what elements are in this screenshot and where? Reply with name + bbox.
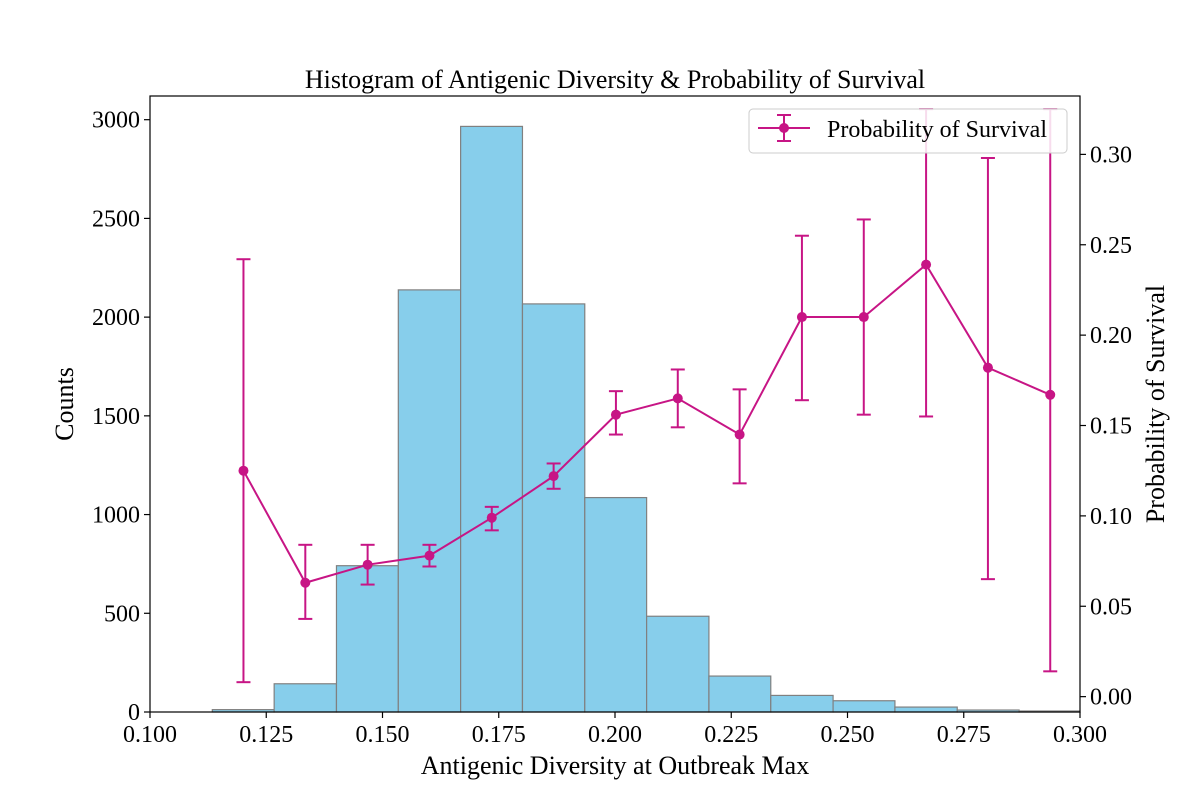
legend-box: [748, 108, 1068, 154]
y-right-tick-label: 0.30: [1090, 142, 1132, 168]
y-left-tick-label: 1500: [92, 404, 140, 430]
y-right-tick-label: 0.15: [1090, 414, 1132, 440]
data-point: [672, 393, 683, 404]
data-point: [796, 312, 807, 323]
data-point: [982, 362, 993, 373]
x-tick-label: 0.175: [472, 722, 526, 748]
y-right-tick-label: 0.20: [1090, 323, 1132, 349]
y-left-tick-label: 1000: [92, 503, 140, 529]
histogram-bar: [894, 706, 958, 713]
data-point: [486, 512, 497, 523]
x-axis-label: Antigenic Diversity at Outbreak Max: [421, 751, 809, 780]
y-right-axis-ticks: 0.00 0.05 0.10 0.15 0.20 0.25 0.30: [1080, 142, 1132, 711]
survival-series: [236, 108, 1058, 684]
data-point: [300, 577, 311, 588]
data-point: [1045, 389, 1056, 400]
histogram-bar: [335, 565, 399, 713]
series-line: [242, 263, 1051, 584]
x-tick-label: 0.300: [1053, 722, 1107, 748]
y-right-tick-label: 0.25: [1090, 233, 1132, 259]
x-tick-label: 0.250: [821, 722, 875, 748]
y-left-tick-label: 2500: [92, 206, 140, 232]
y-right-tick-label: 0.10: [1090, 504, 1132, 530]
data-point: [548, 471, 559, 482]
histogram-bar: [646, 615, 710, 713]
x-tick-label: 0.275: [937, 722, 991, 748]
y-left-tick-label: 3000: [92, 108, 140, 134]
y-left-tick-label: 0: [128, 700, 140, 726]
x-tick-label: 0.225: [704, 722, 758, 748]
chart-title: Histogram of Antigenic Diversity & Proba…: [305, 65, 925, 94]
x-axis-ticks: 0.100 0.125 0.150 0.175 0.200 0.225 0.250 0.275…: [123, 712, 1107, 748]
histogram-bar: [584, 496, 648, 713]
x-tick-label: 0.100: [123, 722, 177, 748]
y-right-tick-label: 0.05: [1090, 594, 1132, 620]
histogram-bar: [708, 675, 772, 713]
histogram-bar: [521, 303, 586, 713]
histogram-bars: [211, 125, 1081, 713]
legend-marker: [758, 114, 810, 142]
data-point: [610, 409, 621, 420]
y-left-tick-label: 500: [104, 601, 140, 627]
legend: Probability of Survival: [748, 108, 1068, 154]
y-left-tick-label: 2000: [92, 305, 140, 331]
data-point: [424, 550, 435, 561]
histogram-bar: [273, 683, 338, 713]
data-point: [921, 259, 932, 270]
x-tick-label: 0.150: [356, 722, 410, 748]
data-point: [858, 312, 869, 323]
y-left-axis-label: Counts: [50, 367, 79, 441]
y-left-axis-ticks: 0 500 1000 1500 2000 2500 3000: [92, 108, 150, 726]
x-tick-label: 0.125: [239, 722, 293, 748]
histogram-bar: [397, 289, 462, 713]
data-point: [238, 465, 249, 476]
histogram-bar: [832, 700, 896, 713]
legend-entry-probability-of-survival: Probability of Survival: [827, 117, 1047, 143]
histogram-bar: [770, 694, 834, 713]
x-tick-label: 0.200: [588, 722, 642, 748]
data-point: [362, 559, 373, 570]
y-right-axis-label: Probability of Survival: [1141, 285, 1170, 523]
y-right-tick-label: 0.00: [1090, 685, 1132, 711]
histogram-bar: [460, 125, 524, 713]
data-point: [734, 429, 745, 440]
